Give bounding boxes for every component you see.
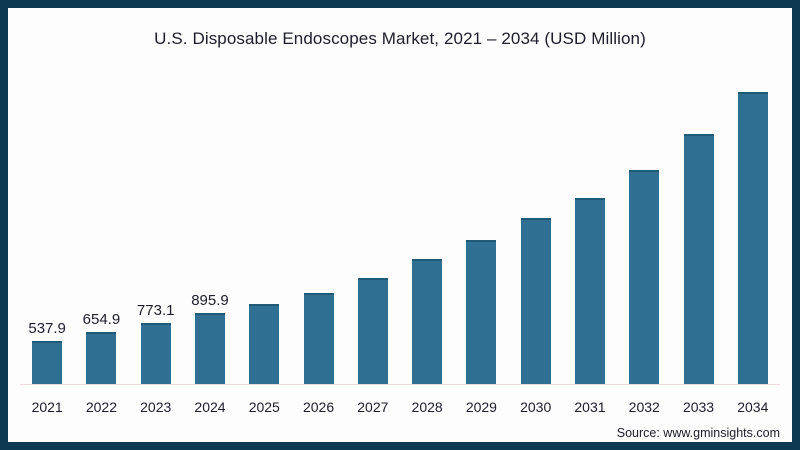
bar-column-2024: 895.9	[183, 292, 237, 384]
x-axis-labels: 2021 2022 2023 2024 2025 2026 2027 2028 2029 2030…	[20, 399, 780, 415]
bar-2032	[629, 170, 660, 384]
x-tick-2023: 2023	[140, 399, 172, 415]
bar-2024	[194, 313, 225, 384]
bar-value-label-2021: 537.9	[28, 320, 66, 338]
bar-column-2023: 773.1	[129, 302, 183, 384]
bar-2025	[249, 304, 280, 384]
x-tick-2025: 2025	[248, 399, 280, 415]
bar-2022	[86, 332, 117, 384]
x-tick-2028: 2028	[411, 399, 443, 415]
x-tick-2031: 2031	[574, 399, 606, 415]
x-tick-2034: 2034	[737, 399, 769, 415]
bar-column-2034	[726, 91, 780, 384]
bar-value-label-2023: 773.1	[136, 301, 175, 319]
bar-column-2022: 654.9	[74, 311, 128, 384]
bar-column-2027	[346, 277, 400, 384]
x-tick-2026: 2026	[302, 399, 335, 415]
bar-2027	[357, 277, 388, 384]
bar-2026	[303, 293, 334, 384]
plot-area: 537.9 654.9 773.1 895.9	[20, 91, 780, 385]
bar-value-label-2024: 895.9	[191, 292, 229, 310]
x-tick-2029: 2029	[465, 399, 497, 415]
bar-column-2032	[617, 170, 671, 384]
bar-2029	[466, 239, 497, 384]
bar-column-2021: 537.9	[20, 320, 74, 384]
x-tick-2032: 2032	[628, 399, 660, 415]
bar-2031	[574, 197, 605, 384]
bar-column-2030	[509, 218, 563, 384]
bar-column-2033	[671, 134, 725, 384]
x-tick-2033: 2033	[682, 399, 715, 415]
chart-title: U.S. Disposable Endoscopes Market, 2021 …	[154, 29, 646, 48]
bar-column-2028	[400, 258, 454, 384]
bar-column-2025	[237, 304, 291, 384]
x-tick-2027: 2027	[357, 399, 389, 415]
bar-2033	[683, 134, 714, 384]
bar-2023	[140, 322, 171, 384]
bar-value-label-2022: 654.9	[82, 311, 121, 329]
bar-2030	[520, 218, 551, 384]
x-tick-2030: 2030	[520, 399, 552, 415]
bar-column-2031	[563, 197, 617, 384]
bar-column-2029	[454, 239, 508, 384]
bar-2021	[32, 341, 63, 384]
bar-column-2026	[291, 293, 345, 384]
x-tick-2021: 2021	[31, 399, 63, 415]
bar-2028	[412, 258, 443, 384]
bar-2034	[737, 91, 768, 384]
x-tick-2022: 2022	[85, 399, 117, 415]
x-tick-2024: 2024	[194, 399, 226, 415]
source-attribution: Source: www.gminsights.com	[616, 426, 780, 440]
